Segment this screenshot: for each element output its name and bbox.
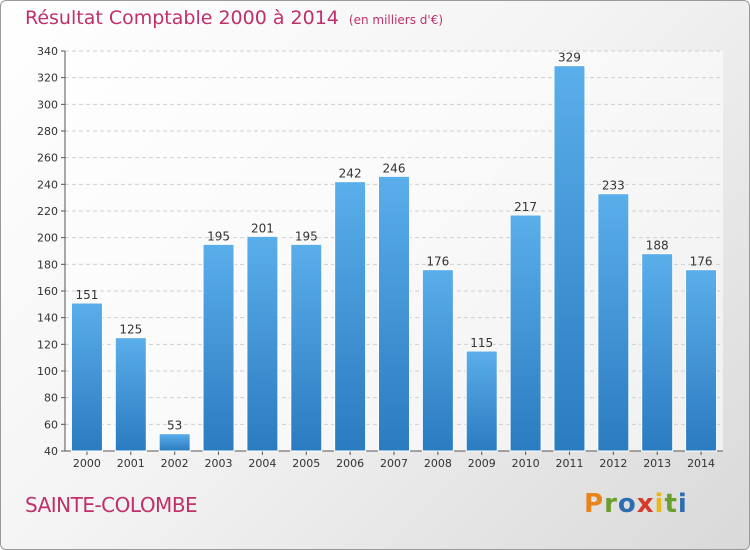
y-tick-label: 200 <box>37 232 58 245</box>
x-tick-label: 2012 <box>599 457 627 470</box>
logo-letter: i <box>654 489 665 519</box>
y-tick-label: 300 <box>37 98 58 111</box>
value-label: 151 <box>75 288 98 302</box>
data-labels: 151 125 53 195 201 195 242 246 176 115 217 329 233 18… <box>75 51 712 433</box>
y-tick-label: 120 <box>37 338 58 351</box>
logo-letter: x <box>636 489 655 519</box>
x-tick-label: 2014 <box>687 457 715 470</box>
chart-title: Résultat Comptable 2000 à 2014 (en millie… <box>25 7 443 29</box>
logo-letter: t <box>664 489 678 519</box>
logo-letter: o <box>617 489 637 519</box>
value-label: 201 <box>251 221 274 235</box>
y-tick-label: 80 <box>44 392 58 405</box>
place-name: SAINTE-COLOMBE <box>25 493 198 517</box>
bar <box>202 243 235 452</box>
value-label: 329 <box>558 51 581 65</box>
x-tick-label: 2004 <box>248 457 276 470</box>
y-tick-label: 240 <box>37 178 58 191</box>
y-tick-label: 160 <box>37 285 58 298</box>
x-tick-label: 2002 <box>161 457 189 470</box>
y-tick-label: 180 <box>37 258 58 271</box>
bar <box>334 181 367 452</box>
bar <box>70 302 103 452</box>
bar <box>509 214 542 452</box>
x-tick-label: 2006 <box>336 457 364 470</box>
y-tick-label: 340 <box>37 45 58 58</box>
y-tick-label: 60 <box>44 418 58 431</box>
value-label: 242 <box>339 167 362 181</box>
value-label: 188 <box>646 239 669 253</box>
chart-title-text: Résultat Comptable 2000 à 2014 <box>25 7 339 29</box>
bar <box>378 175 410 452</box>
value-label: 195 <box>207 229 230 243</box>
x-tick-label: 2000 <box>73 457 101 470</box>
x-tick-label: 2009 <box>468 457 496 470</box>
value-label: 195 <box>295 229 318 243</box>
proxiti-logo: Proxiti <box>584 489 688 519</box>
x-tick-label: 2008 <box>424 457 452 470</box>
x-tick-label: 2007 <box>380 457 408 470</box>
value-label: 233 <box>602 179 625 193</box>
x-tick-label: 2010 <box>512 457 540 470</box>
logo-letter: P <box>584 489 605 519</box>
logo-letter: r <box>604 489 618 519</box>
y-tick-label: 320 <box>37 72 58 85</box>
value-label: 217 <box>514 200 537 214</box>
bar <box>553 65 586 452</box>
x-tick-label: 2005 <box>292 457 320 470</box>
y-tick-label: 140 <box>37 312 58 325</box>
value-label: 246 <box>383 161 406 175</box>
bar <box>685 269 718 452</box>
x-tick-label: 2001 <box>117 457 145 470</box>
value-label: 176 <box>426 255 449 269</box>
logo-letter: i <box>677 489 688 519</box>
y-tick-label: 260 <box>37 152 58 165</box>
bar <box>465 350 498 452</box>
value-label: 115 <box>470 336 493 350</box>
bar <box>246 235 279 452</box>
value-label: 176 <box>690 255 713 269</box>
y-tick-label: 220 <box>37 205 58 218</box>
bar <box>597 193 630 452</box>
bar <box>290 243 323 452</box>
y-tick-label: 100 <box>37 365 58 378</box>
bar <box>114 337 147 452</box>
bars <box>70 65 718 452</box>
value-label: 53 <box>167 419 182 433</box>
value-label: 125 <box>119 323 142 337</box>
y-tick-label: 40 <box>44 445 58 458</box>
bar <box>641 253 674 452</box>
bar <box>158 433 191 452</box>
x-tick-label: 2013 <box>643 457 671 470</box>
x-tick-label: 2011 <box>555 457 583 470</box>
bar <box>421 269 454 452</box>
chart-subtitle: (en milliers d'€) <box>348 13 444 27</box>
x-tick-label: 2003 <box>205 457 233 470</box>
y-tick-label: 280 <box>37 125 58 138</box>
